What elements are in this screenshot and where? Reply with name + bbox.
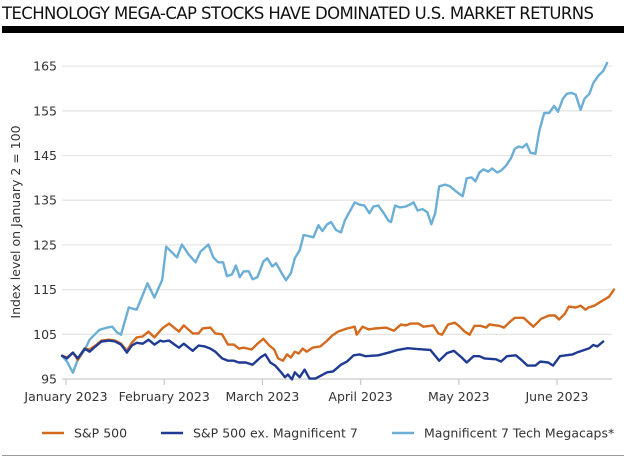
y-tick-label: 155	[33, 103, 57, 118]
gridlines	[62, 65, 612, 335]
y-tick-label: 95	[41, 372, 57, 387]
y-tick-label: 135	[33, 193, 57, 208]
y-tick-label: 165	[33, 59, 57, 74]
x-tick-label: April 2023	[328, 389, 392, 404]
series-line-2	[60, 338, 605, 381]
x-axis: January 2023 February 2023 March 2023 April…	[23, 378, 612, 404]
y-tick-label: 105	[33, 327, 57, 342]
series-line-0	[60, 61, 609, 374]
series-line-1	[60, 288, 616, 362]
bottom-divider	[2, 455, 624, 456]
legend-label: Magnificent 7 Tech Megacaps*	[424, 426, 614, 441]
y-axis-title: Index level on January 2 = 100	[8, 125, 23, 318]
y-tick-label: 145	[33, 148, 57, 163]
series-lines	[60, 61, 616, 381]
title-underline-bar	[2, 26, 624, 33]
y-axis-ticks: 95 105 115 125 135 145 155 165	[33, 59, 57, 387]
x-tick-label: May 2023	[428, 389, 490, 404]
legend: S&P 500 S&P 500 ex. Magnificent 7 Magnific…	[42, 426, 614, 441]
x-tick-label: June 2023	[524, 389, 588, 404]
y-tick-label: 115	[33, 282, 57, 297]
chart-title: TECHNOLOGY MEGA-CAP STOCKS HAVE DOMINATE…	[2, 4, 594, 23]
x-tick-label: March 2023	[225, 389, 299, 404]
legend-label: S&P 500 ex. Magnificent 7	[193, 426, 358, 441]
x-tick-label: January 2023	[23, 389, 107, 404]
y-tick-label: 125	[33, 237, 57, 252]
x-tick-label: February 2023	[119, 389, 210, 404]
legend-label: S&P 500	[74, 426, 127, 441]
